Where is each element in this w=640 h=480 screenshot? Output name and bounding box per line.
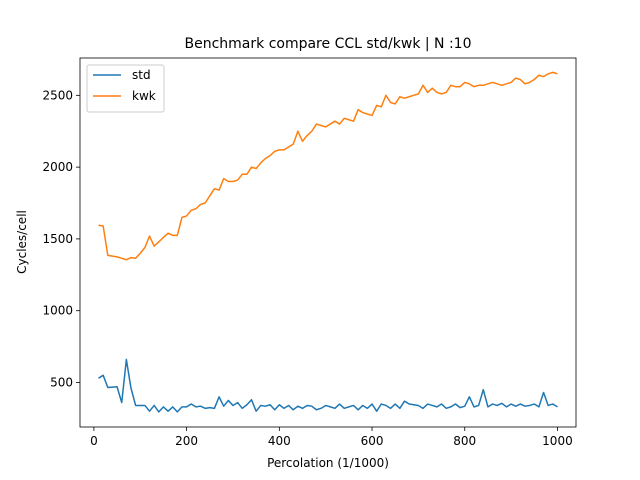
- series-line-std: [98, 358, 558, 413]
- x-tick-label: 600: [361, 434, 384, 448]
- chart-title: Benchmark compare CCL std/kwk | N :10: [185, 36, 472, 52]
- y-tick-label: 1000: [42, 304, 73, 318]
- x-tick-label: 0: [90, 434, 98, 448]
- x-tick-label: 800: [453, 434, 476, 448]
- legend: std kwk: [86, 64, 165, 113]
- series-line-kwk: [98, 71, 558, 261]
- legend-box: [86, 64, 165, 113]
- y-tick-label: 1500: [42, 232, 73, 246]
- tick-group: 0 200 400 600 800 1000 500 1000 1500 2000 2500: [42, 88, 572, 448]
- legend-label-kwk: kwk: [132, 89, 156, 103]
- plot-frame: [79, 57, 577, 428]
- y-tick-label: 2500: [42, 88, 73, 102]
- x-tick-label: 200: [175, 434, 198, 448]
- x-axis-label: Percolation (1/1000): [267, 456, 389, 470]
- series-layer: [98, 71, 558, 413]
- legend-label-std: std: [132, 68, 151, 82]
- y-tick-label: 500: [50, 375, 73, 389]
- x-tick-label: 1000: [542, 434, 573, 448]
- y-tick-label: 2000: [42, 160, 73, 174]
- x-tick-label: 400: [268, 434, 291, 448]
- y-axis-label: Cycles/cell: [15, 210, 29, 274]
